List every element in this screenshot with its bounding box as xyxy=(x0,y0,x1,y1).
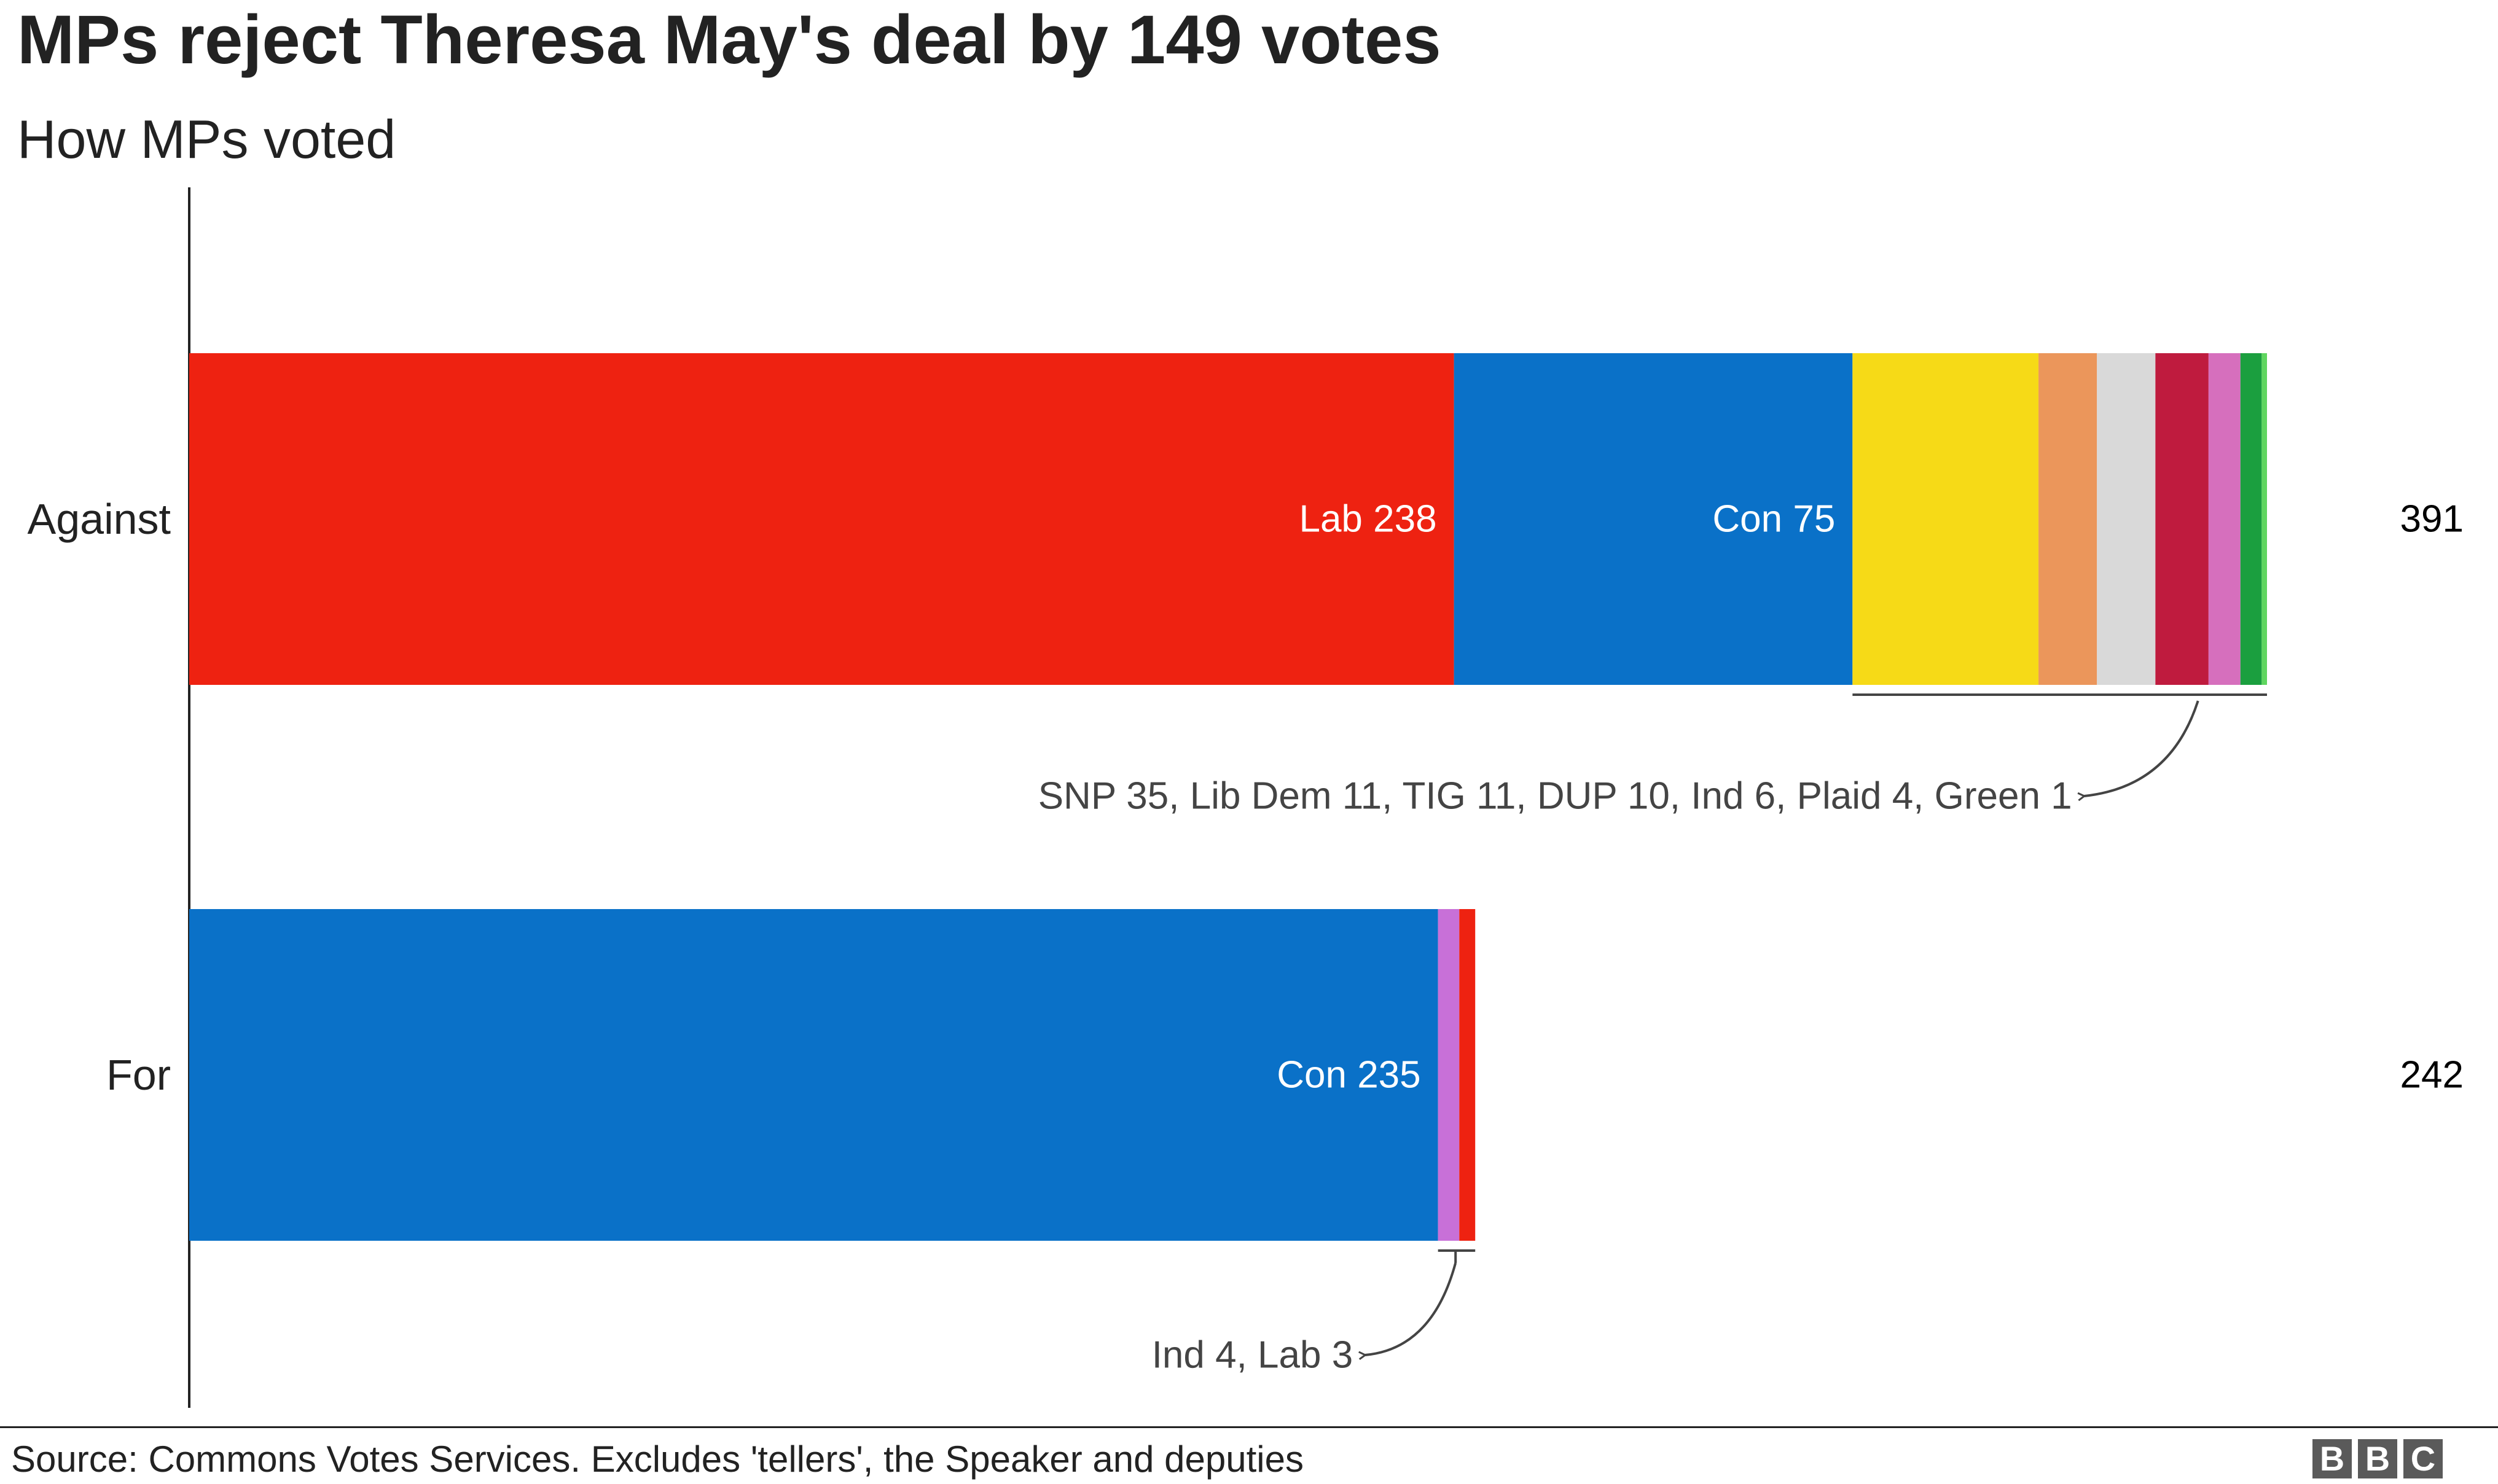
category-label-for: For xyxy=(106,1051,171,1099)
bar-segment-against-plaid xyxy=(2240,353,2262,685)
footer-divider xyxy=(0,1426,2498,1428)
bar-segment-against-snp xyxy=(1852,353,2039,685)
segment-label-against-con: Con 75 xyxy=(1712,498,1835,541)
category-label-against: Against xyxy=(28,495,171,543)
bar-segment-against-lab xyxy=(189,353,1454,685)
annotation-arrow-against xyxy=(2085,700,2199,796)
bar-segment-against-tig xyxy=(2097,353,2156,685)
chart-subtitle: How MPs voted xyxy=(17,109,396,170)
bbc-logo: B B C xyxy=(2312,1439,2443,1478)
bar-segment-against-con xyxy=(1454,353,1853,685)
bar-segment-against-lib-dem xyxy=(2038,353,2097,685)
annotation-text-for: Ind 4, Lab 3 xyxy=(1152,1334,1353,1377)
total-label-for: 242 xyxy=(2400,1054,2464,1096)
segment-label-against-lab: Lab 238 xyxy=(1299,498,1436,541)
stacked-bar-chart: Against Lab 238 Con 75 391 SNP 35, Lib Dem 1… xyxy=(28,187,2464,1408)
bar-segment-for-con xyxy=(189,909,1438,1241)
bbc-logo-letter: B xyxy=(2358,1439,2397,1478)
bar-segment-for-ind xyxy=(1438,909,1460,1241)
bar-segment-against-green xyxy=(2261,353,2267,685)
bbc-logo-letter: C xyxy=(2403,1439,2443,1478)
chart-title: MPs reject Theresa May's deal by 149 vot… xyxy=(17,1,1441,78)
source-note: Source: Commons Votes Services. Excludes… xyxy=(11,1439,1304,1480)
bbc-logo-letter: B xyxy=(2312,1439,2352,1478)
bar-segment-against-dup xyxy=(2155,353,2209,685)
bar-segment-against-ind xyxy=(2208,353,2241,685)
bar-segment-for-lab xyxy=(1459,909,1476,1241)
annotation-arrow-for xyxy=(1365,1262,1457,1355)
total-label-against: 391 xyxy=(2400,498,2464,541)
segment-label-for-con: Con 235 xyxy=(1277,1054,1420,1096)
annotation-text-against: SNP 35, Lib Dem 11, TIG 11, DUP 10, Ind … xyxy=(1038,775,2072,818)
